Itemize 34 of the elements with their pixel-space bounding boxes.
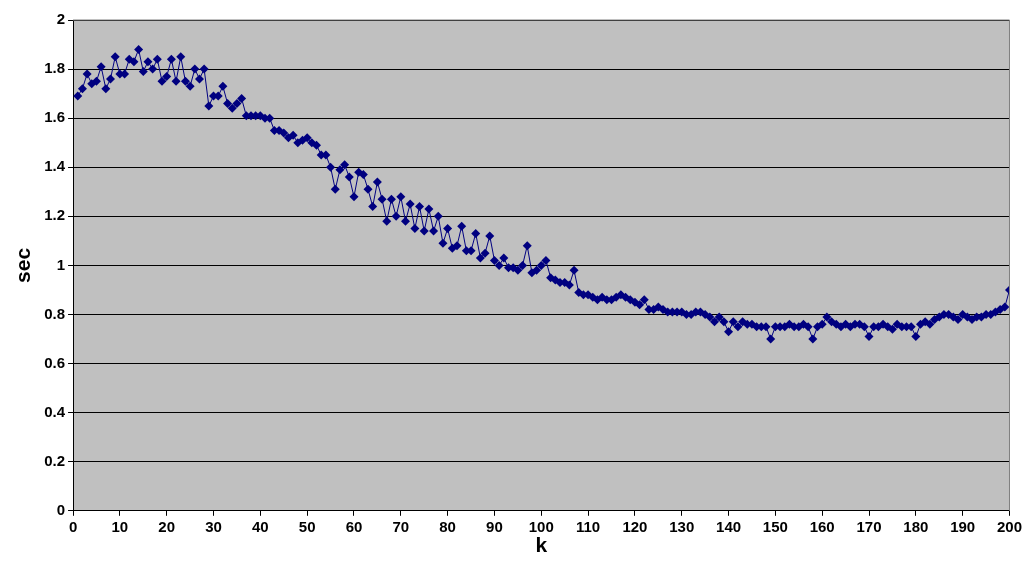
x-tick-label: 120 xyxy=(622,517,648,535)
y-tick-label: 0.8 xyxy=(44,304,66,322)
x-tick-label: 110 xyxy=(575,517,601,535)
y-tick-label: 1 xyxy=(56,255,66,273)
x-tick-label: 140 xyxy=(716,517,742,535)
x-tick-label: 200 xyxy=(996,517,1022,535)
x-tick-label: 70 xyxy=(392,517,410,535)
y-tick-label: 0 xyxy=(56,500,66,518)
x-tick-label: 80 xyxy=(439,517,456,535)
x-axis-title: k xyxy=(535,533,548,557)
y-tick-label: 0.4 xyxy=(44,402,66,420)
x-tick-label: 40 xyxy=(252,517,269,535)
x-tick-label: 130 xyxy=(669,517,695,535)
x-tick-label: 170 xyxy=(856,517,882,535)
y-axis-title: sec xyxy=(11,247,35,283)
x-tick-label: 60 xyxy=(345,517,363,535)
y-tick-label: 1.6 xyxy=(44,108,66,126)
x-tick-label: 50 xyxy=(298,517,316,535)
y-tick-label: 1.8 xyxy=(44,59,66,77)
y-tick-label: 2 xyxy=(56,10,66,28)
x-tick-label: 160 xyxy=(809,517,835,535)
x-tick-label: 190 xyxy=(950,517,976,535)
x-tick-label: 10 xyxy=(111,517,129,535)
x-tick-label: 0 xyxy=(68,517,78,535)
x-tick-label: 90 xyxy=(486,517,503,535)
x-tick-label: 20 xyxy=(158,517,176,535)
y-tick-label: 1.4 xyxy=(44,157,66,175)
y-tick-label: 1.2 xyxy=(44,206,66,224)
x-tick-label: 180 xyxy=(903,517,929,535)
x-tick-label: 30 xyxy=(205,517,222,535)
x-tick-label: 100 xyxy=(528,517,554,535)
y-tick-label: 0.2 xyxy=(44,451,66,469)
y-tick-label: 0.6 xyxy=(44,353,66,371)
x-tick-label: 150 xyxy=(762,517,788,535)
